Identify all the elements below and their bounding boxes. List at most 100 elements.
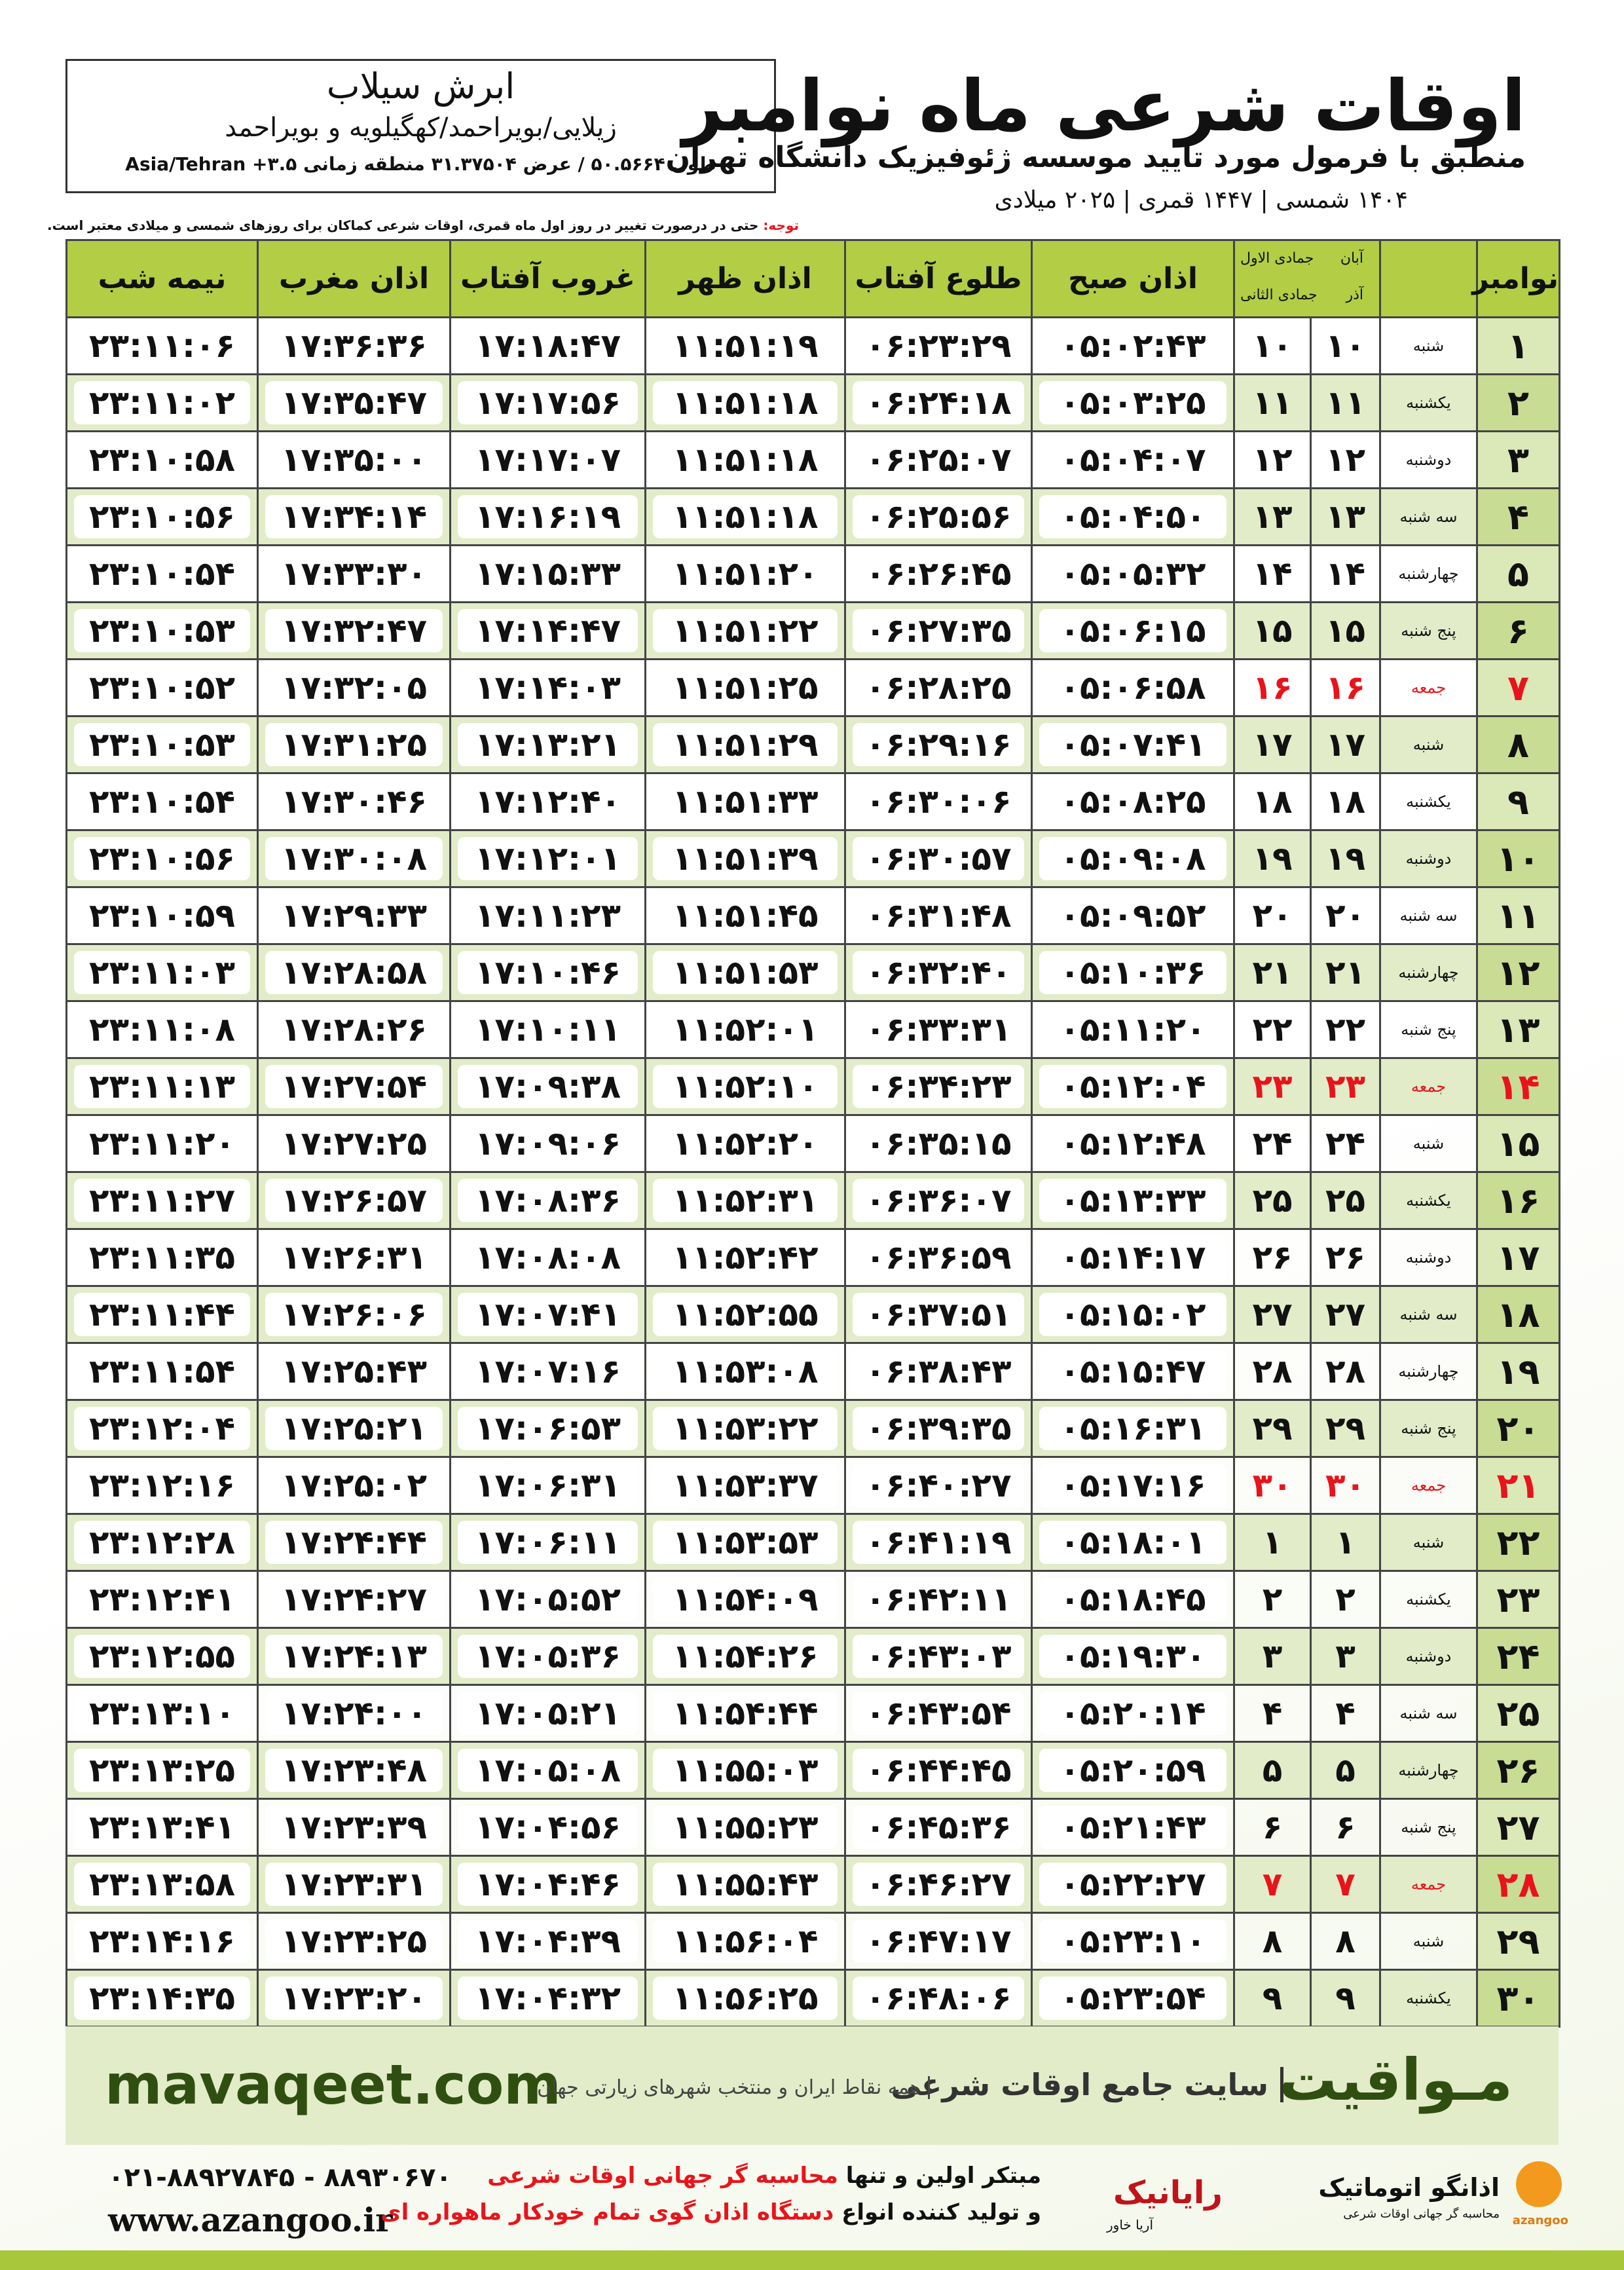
- table-cell: ۱۷:۱۲:۴۰: [449, 772, 646, 831]
- table-cell: ۰۶:۲۶:۴۵: [844, 544, 1033, 603]
- time: ۰۵:۰۳:۲۵: [1039, 381, 1227, 424]
- time: ۲۳:۱۱:۵۴: [74, 1350, 250, 1393]
- table-cell: ۰۵:۰۳:۲۵: [1031, 373, 1235, 432]
- table-cell: ۱۱:۵۱:۵۳: [644, 943, 846, 1002]
- table-cell: ۷: [1233, 1855, 1312, 1914]
- table-cell: ۲۷: [1310, 1285, 1381, 1344]
- table-cell: ۲۰: [1310, 886, 1381, 945]
- table-cell: ۲۶: [1476, 1741, 1560, 1800]
- time: ۰۵:۲۰:۵۹: [1039, 1749, 1227, 1792]
- table-cell: ۱۷:۳۰:۴۶: [257, 772, 451, 831]
- table-cell: ۱۷: [1233, 715, 1312, 774]
- time: ۲۳:۱۰:۵۹: [74, 894, 250, 937]
- time: ۱۷:۲۴:۴۴: [265, 1521, 443, 1564]
- table-cell: ۲۸: [1310, 1342, 1381, 1401]
- table-cell: ۰۵:۰۴:۵۰: [1031, 487, 1235, 546]
- table-row: ۲۳ یکشنبه ۲ ۲ ۰۵:۱۸:۴۵ ۰۶:۴۲:۱۱ ۱۱:۵۴:۰۹ ۱۷:۰۵:…: [65, 1570, 1560, 1629]
- location-region: زیلایی/بویراحمد/کهگیلویه و بویراحمد: [225, 113, 617, 143]
- table-cell: ۲۱: [1476, 1456, 1560, 1515]
- table-cell: ۲۹: [1310, 1399, 1381, 1458]
- time: ۲۳:۱۲:۱۶: [74, 1464, 250, 1507]
- table-cell: ۲۶: [1233, 1228, 1312, 1287]
- table-cell: ۱۷: [1310, 715, 1381, 774]
- time: ۱۷:۰۷:۱۶: [458, 1350, 638, 1393]
- table-cell: ۲۳:۱۰:۵۸: [65, 430, 259, 489]
- time: ۱۷:۱۰:۴۶: [458, 951, 638, 994]
- table-cell: ۱۷:۱۶:۱۹: [449, 487, 646, 546]
- table-cell: ۹: [1233, 1969, 1312, 2028]
- table-cell: ۱۷:۰۷:۱۶: [449, 1342, 646, 1401]
- time: ۰۵:۱۲:۴۸: [1039, 1122, 1227, 1165]
- time: ۱۷:۰۹:۰۶: [458, 1122, 638, 1165]
- time: ۱۱:۵۳:۳۷: [653, 1464, 838, 1507]
- time: ۰۵:۱۰:۳۶: [1039, 951, 1227, 994]
- time: ۱۷:۲۸:۲۶: [265, 1008, 443, 1051]
- time: ۲۳:۱۲:۴۱: [74, 1578, 250, 1621]
- table-cell: ۲۳:۱۳:۲۵: [65, 1741, 259, 1800]
- time: ۱۷:۱۲:۴۰: [458, 780, 638, 823]
- table-cell: ۰۵:۰۹:۰۸: [1031, 829, 1235, 888]
- table-cell: ۱۷:۲۵:۴۳: [257, 1342, 451, 1401]
- time: ۱۱:۵۱:۳۹: [653, 837, 838, 880]
- table-cell: ۰۶:۴۴:۴۵: [844, 1741, 1033, 1800]
- time: ۲۳:۱۰:۵۴: [74, 780, 250, 823]
- table-cell: ۱۳: [1310, 487, 1381, 546]
- time: ۲۳:۱۰:۵۸: [74, 438, 250, 481]
- table-cell: جمعه: [1379, 658, 1478, 717]
- time: ۱۱:۵۱:۱۸: [653, 381, 838, 424]
- table-cell: ۲۳:۱۱:۴۴: [65, 1285, 259, 1344]
- table-cell: ۱۱:۵۱:۱۹: [644, 316, 846, 375]
- time: ۱۷:۰۸:۰۸: [458, 1236, 638, 1279]
- table-cell: ۰۶:۴۷:۱۷: [844, 1912, 1033, 1971]
- table-cell: ۱۱:۵۴:۲۶: [644, 1627, 846, 1686]
- table-cell: ۱۴: [1310, 544, 1381, 603]
- table-cell: ۱۷:۱۵:۳۳: [449, 544, 646, 603]
- table-cell: ۹: [1476, 772, 1560, 831]
- table-cell: ۱۷:۰۵:۵۲: [449, 1570, 646, 1629]
- subtitle: منطبق با فرمول مورد تایید موسسه ژئوفیزیک…: [665, 141, 1526, 174]
- table-cell: شنبه: [1379, 715, 1478, 774]
- time: ۰۵:۱۵:۰۲: [1039, 1293, 1227, 1336]
- header-qamari-1: جمادی الاول: [1240, 250, 1314, 267]
- table-cell: ۱۷:۱۲:۰۱: [449, 829, 646, 888]
- table-cell: ۱۷:۰۹:۳۸: [449, 1057, 646, 1116]
- time: ۱۷:۳۲:۴۷: [265, 609, 443, 652]
- table-cell: ۲۱: [1310, 943, 1381, 1002]
- table-cell: ۲۹: [1476, 1912, 1560, 1971]
- time: ۰۶:۲۶:۴۵: [853, 552, 1024, 595]
- title: اوقات شرعی ماه نوامبر: [682, 65, 1526, 147]
- time: ۱۷:۱۷:۰۷: [458, 438, 638, 481]
- time: ۱۷:۳۵:۰۰: [265, 438, 443, 481]
- table-cell: ۱۷:۱۰:۴۶: [449, 943, 646, 1002]
- table-cell: ۱۰: [1233, 316, 1312, 375]
- time: ۰۶:۲۵:۰۷: [853, 438, 1024, 481]
- time: ۱۷:۳۳:۳۰: [265, 552, 443, 595]
- table-cell: ۱: [1476, 316, 1560, 375]
- time: ۱۱:۵۳:۲۲: [653, 1407, 838, 1450]
- time: ۱۱:۵۱:۲۵: [653, 666, 838, 709]
- table-cell: سه شنبه: [1379, 1684, 1478, 1743]
- time: ۰۵:۱۵:۴۷: [1039, 1350, 1227, 1393]
- table-cell: ۰۶:۳۴:۲۳: [844, 1057, 1033, 1116]
- time: ۱۷:۱۳:۲۱: [458, 723, 638, 766]
- table-cell: ۱۷:۲۵:۰۲: [257, 1456, 451, 1515]
- table-cell: ۲۳:۱۰:۵۶: [65, 829, 259, 888]
- table-cell: ۱۷:۰۵:۳۶: [449, 1627, 646, 1686]
- table-cell: ۸: [1310, 1912, 1381, 1971]
- table-cell: ۱۷:۲۳:۲۵: [257, 1912, 451, 1971]
- table-cell: ۱۷:۳۲:۴۷: [257, 601, 451, 660]
- table-row: ۷ جمعه ۱۶ ۱۶ ۰۵:۰۶:۵۸ ۰۶:۲۸:۲۵ ۱۱:۵۱:۲۵ ۱۷:۱۴:۰…: [65, 658, 1560, 717]
- time: ۱۷:۳۲:۰۵: [265, 666, 443, 709]
- table-cell: ۱۹: [1476, 1342, 1560, 1401]
- time: ۱۷:۱۲:۰۱: [458, 837, 638, 880]
- tagline: سایت جامع اوقات شرعی: [891, 2067, 1283, 2102]
- table-cell: چهارشنبه: [1379, 943, 1478, 1002]
- logo-icon: [1516, 2161, 1562, 2207]
- table-cell: ۲۵: [1476, 1684, 1560, 1743]
- table-cell: ۰۵:۱۶:۳۱: [1031, 1399, 1235, 1458]
- time: ۲۳:۱۱:۰۲: [74, 381, 250, 424]
- table-cell: ۲۵: [1310, 1171, 1381, 1230]
- table-cell: پنج شنبه: [1379, 1798, 1478, 1857]
- table-cell: ۲۷: [1233, 1285, 1312, 1344]
- time: ۲۳:۱۱:۱۳: [74, 1065, 250, 1108]
